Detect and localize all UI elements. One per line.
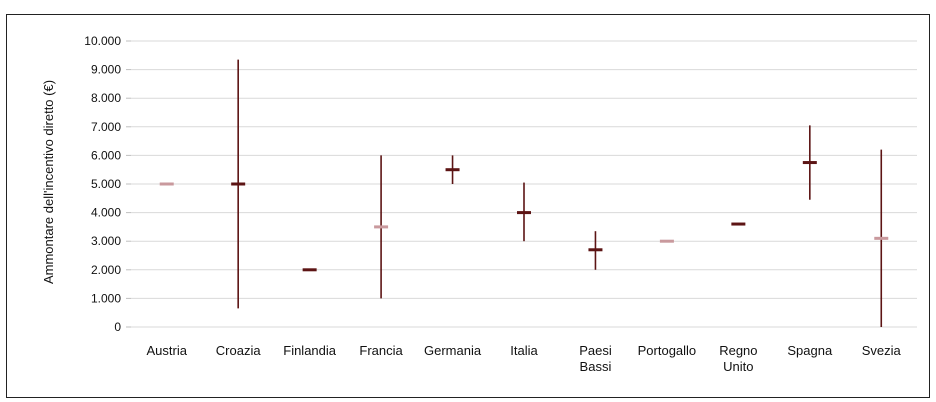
mean-marker bbox=[802, 161, 817, 165]
range-series bbox=[159, 59, 889, 327]
x-tick-label-line: Unito bbox=[723, 359, 753, 374]
mean-marker bbox=[302, 268, 317, 272]
x-tick-label: Germania bbox=[424, 343, 482, 358]
mean-marker bbox=[231, 182, 246, 186]
mean-marker bbox=[588, 248, 603, 252]
range-item-10 bbox=[874, 149, 889, 327]
mean-marker bbox=[374, 225, 389, 229]
y-tick-label: 7.000 bbox=[91, 120, 121, 134]
x-tick-label-line: Regno bbox=[719, 343, 757, 358]
range-item-2 bbox=[302, 268, 317, 272]
x-tick-label-line: Portogallo bbox=[638, 343, 697, 358]
x-tick-label-line: Austria bbox=[146, 343, 187, 358]
mean-marker bbox=[659, 239, 674, 243]
x-tick-label-line: Spagna bbox=[787, 343, 833, 358]
x-tick-label: Paesi Bassi bbox=[579, 343, 612, 374]
x-tick-label-line: Bassi bbox=[580, 359, 612, 374]
x-tick-label-line: Francia bbox=[359, 343, 403, 358]
y-tick-label: 6.000 bbox=[91, 148, 121, 162]
x-tick-label: Austria bbox=[146, 343, 187, 358]
mean-marker bbox=[159, 182, 174, 186]
x-tick-label: Spagna bbox=[787, 343, 833, 358]
x-tick-label-line: Svezia bbox=[862, 343, 902, 358]
range-item-1 bbox=[231, 59, 246, 309]
x-tick-label-line: Paesi bbox=[579, 343, 612, 358]
x-tick-label: Croazia bbox=[216, 343, 262, 358]
x-tick-label: Finlandia bbox=[283, 343, 337, 358]
range-item-6 bbox=[588, 231, 603, 270]
range-item-4 bbox=[445, 155, 460, 184]
x-tick-label: Regno Unito bbox=[719, 343, 757, 374]
y-tick-label: 3.000 bbox=[91, 234, 121, 248]
y-tick-label: 5.000 bbox=[91, 177, 121, 191]
mean-marker bbox=[517, 211, 531, 215]
range-chart: 0 1.000 2.000 3.000 4.000 5.000 6.000 7.000 8.00… bbox=[41, 34, 917, 374]
range-item-7 bbox=[659, 239, 674, 243]
range-item-5 bbox=[517, 182, 531, 242]
y-tick-label: 9.000 bbox=[91, 63, 121, 77]
range-item-8 bbox=[731, 222, 746, 226]
x-tick-label-line: Croazia bbox=[216, 343, 262, 358]
x-tick-label-line: Italia bbox=[510, 343, 538, 358]
range-item-0 bbox=[159, 182, 174, 186]
x-axis-ticks: Austria Croazia Finlandia Francia Germania It… bbox=[146, 343, 901, 374]
x-tick-label: Portogallo bbox=[638, 343, 697, 358]
x-tick-label-line: Germania bbox=[424, 343, 482, 358]
y-axis-label: Ammontare dell'incentivo diretto (€) bbox=[41, 80, 56, 284]
y-tick-label: 4.000 bbox=[91, 206, 121, 220]
y-tick-label: 1.000 bbox=[91, 291, 121, 305]
y-tick-label: 0 bbox=[114, 320, 121, 334]
mean-marker bbox=[874, 236, 889, 240]
range-item-3 bbox=[374, 155, 389, 299]
chart-frame: 0 1.000 2.000 3.000 4.000 5.000 6.000 7.000 8.00… bbox=[6, 14, 930, 398]
x-tick-label: Francia bbox=[359, 343, 403, 358]
y-tick-label: 10.000 bbox=[84, 34, 121, 48]
x-tick-label-line: Finlandia bbox=[283, 343, 337, 358]
range-item-9 bbox=[802, 125, 817, 200]
x-tick-label: Italia bbox=[510, 343, 538, 358]
y-tick-label: 2.000 bbox=[91, 263, 121, 277]
mean-marker bbox=[445, 168, 460, 172]
mean-marker bbox=[731, 222, 746, 226]
y-tick-label: 8.000 bbox=[91, 91, 121, 105]
x-tick-label: Svezia bbox=[862, 343, 902, 358]
y-axis-ticks: 0 1.000 2.000 3.000 4.000 5.000 6.000 7.000 8.00… bbox=[84, 34, 121, 334]
